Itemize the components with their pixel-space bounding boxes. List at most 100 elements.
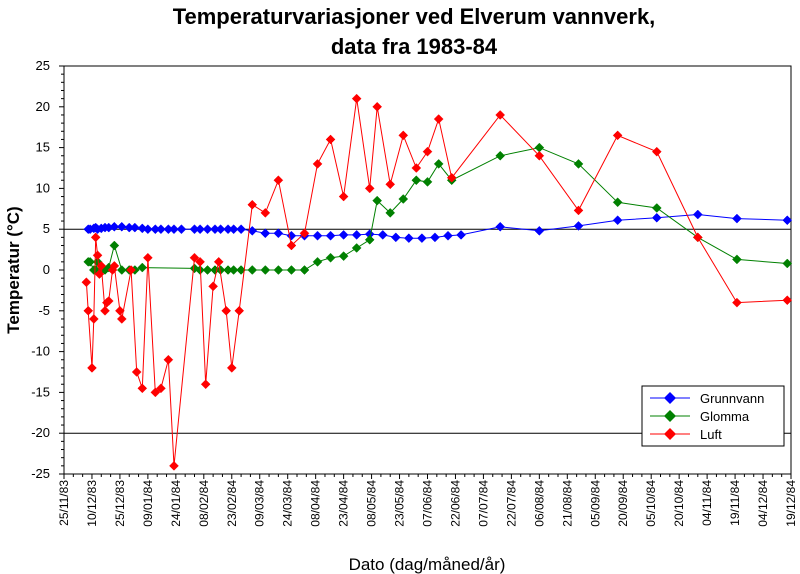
data-point-luft [109, 261, 120, 271]
data-point-luft [92, 250, 103, 261]
data-point-glomma [398, 194, 409, 204]
x-axis-ticks: 25/11/83 10/12/83 25/12/83 09/01/84 24/01/84… [57, 474, 798, 527]
y-tick-label: 20 [36, 99, 50, 114]
data-point-grunnvann [782, 215, 793, 226]
data-point-grunnvann [202, 224, 213, 235]
data-point-grunnvann [169, 224, 179, 235]
data-point-luft [338, 191, 349, 202]
data-point-luft [782, 295, 793, 306]
data-point-glomma [299, 265, 310, 275]
data-point-glomma [286, 265, 297, 275]
data-point-glomma [534, 142, 545, 153]
data-point-grunnvann [404, 233, 414, 244]
data-point-luft [100, 305, 110, 316]
data-point-grunnvann [351, 230, 362, 240]
legend-label-luft: Luft [700, 427, 722, 442]
data-point-luft [351, 93, 362, 104]
data-point-glomma [260, 265, 271, 275]
data-point-luft [247, 199, 258, 210]
data-point-luft [372, 101, 383, 112]
data-point-luft [411, 163, 422, 173]
x-tick-label: 06/08/84 [532, 480, 546, 527]
data-point-grunnvann [215, 224, 226, 235]
data-point-grunnvann [109, 221, 120, 232]
data-point-glomma [372, 195, 383, 206]
y-tick-label: -20 [31, 425, 50, 440]
data-point-glomma [385, 208, 396, 218]
data-point-luft [163, 354, 174, 365]
data-point-grunnvann [390, 232, 401, 243]
data-point-luft [286, 240, 297, 251]
series-glomma [83, 142, 793, 275]
data-point-grunnvann [417, 233, 427, 244]
data-point-luft [398, 130, 409, 141]
data-point-glomma [651, 203, 662, 213]
data-point-luft [143, 252, 153, 263]
data-point-luft [732, 297, 742, 308]
x-tick-label: 25/11/83 [57, 480, 71, 526]
data-point-grunnvann [651, 212, 662, 223]
x-tick-label: 07/07/84 [476, 480, 490, 527]
data-point-luft [156, 383, 166, 394]
x-tick-label: 07/06/84 [421, 480, 435, 527]
data-point-luft [273, 175, 284, 186]
data-point-grunnvann [143, 224, 153, 235]
data-point-glomma [312, 256, 323, 267]
data-point-glomma [325, 252, 336, 263]
data-point-luft [325, 134, 336, 145]
chart-title-line-1: Temperaturvariasjoner ved Elverum vannve… [173, 4, 656, 29]
x-tick-label: 04/12/84 [756, 480, 770, 527]
x-tick-label: 23/05/84 [393, 480, 407, 527]
x-tick-label: 22/06/84 [448, 480, 462, 527]
data-point-luft [103, 296, 114, 306]
data-point-glomma [612, 197, 623, 208]
legend-label-glomma: Glomma [700, 409, 750, 424]
data-point-grunnvann [312, 230, 323, 241]
x-tick-label: 24/03/84 [281, 480, 295, 527]
data-point-grunnvann [534, 225, 545, 236]
data-point-luft [573, 205, 584, 216]
data-point-grunnvann [260, 228, 271, 239]
data-point-luft [116, 314, 127, 324]
x-tick-label: 25/12/83 [113, 480, 127, 527]
data-point-glomma [573, 159, 584, 169]
legend-label-grunnvann: Grunnvann [700, 391, 764, 406]
data-point-grunnvann [612, 215, 623, 226]
legend-marker-grunnvann [664, 392, 676, 404]
data-point-luft [234, 305, 245, 316]
data-point-luft [612, 130, 623, 141]
data-point-grunnvann [286, 230, 297, 241]
series-grunnvann [83, 209, 793, 244]
data-point-glomma [247, 265, 258, 275]
data-point-glomma [364, 234, 375, 245]
data-point-glomma [228, 265, 239, 275]
data-point-luft [88, 314, 99, 324]
data-point-grunnvann [377, 230, 388, 240]
data-point-glomma [273, 265, 284, 275]
x-tick-label: 21/08/84 [560, 480, 574, 527]
y-tick-label: -15 [31, 384, 50, 399]
data-point-luft [385, 179, 396, 190]
data-point-glomma [109, 240, 120, 251]
data-point-glomma [433, 159, 444, 169]
data-point-luft [169, 460, 179, 471]
data-point-grunnvann [495, 221, 506, 232]
x-tick-label: 09/03/84 [253, 480, 267, 527]
data-point-glomma [85, 256, 95, 267]
x-axis-label: Dato (dag/måned/år) [349, 555, 506, 574]
data-point-grunnvann [456, 230, 466, 240]
data-point-luft [422, 146, 433, 157]
legend-marker-glomma [664, 410, 676, 422]
data-point-glomma [202, 265, 213, 275]
legend-marker-luft [664, 428, 676, 440]
data-point-luft [221, 305, 232, 316]
data-point-glomma [732, 254, 742, 265]
data-point-grunnvann [176, 224, 187, 235]
y-tick-label: -25 [31, 466, 50, 481]
data-point-luft [208, 281, 218, 292]
x-tick-label: 20/09/84 [616, 480, 630, 527]
x-tick-label: 10/12/83 [85, 480, 99, 527]
data-point-luft [131, 367, 142, 377]
data-point-grunnvann [195, 224, 205, 235]
